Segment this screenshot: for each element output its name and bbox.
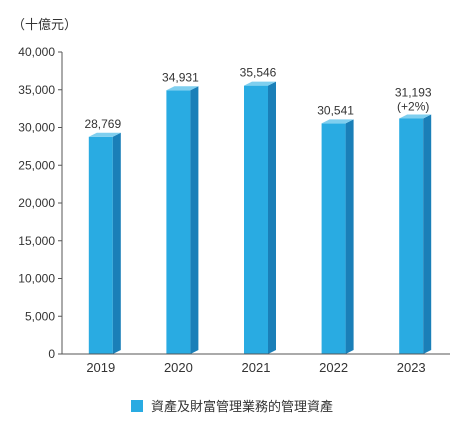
data-label: 30,541 — [317, 103, 354, 117]
unit-label: （十億元） — [12, 17, 77, 32]
bar — [321, 119, 354, 354]
y-tick-label: 25,000 — [18, 158, 55, 172]
data-label-note: (+2%) — [397, 99, 429, 113]
bar — [399, 114, 432, 354]
data-label: 28,769 — [84, 117, 121, 131]
y-tick-label: 35,000 — [18, 83, 55, 97]
x-tick-label: 2020 — [164, 360, 193, 375]
data-label: 31,193 — [395, 85, 432, 99]
y-tick-label: 20,000 — [18, 196, 55, 210]
bar-side — [190, 86, 199, 355]
bar-top — [88, 132, 121, 137]
bar-side — [112, 132, 121, 354]
bar-top — [166, 86, 199, 91]
x-tick-label: 2021 — [242, 360, 271, 375]
data-labels: 28,769 34,931 35,546 30,541 31,193(+2%) — [84, 66, 431, 131]
y-tick-label: 40,000 — [18, 45, 55, 59]
bar-front — [399, 118, 424, 354]
bar — [88, 132, 121, 354]
x-tick-label: 2019 — [86, 360, 115, 375]
y-tick-label: 15,000 — [18, 234, 55, 248]
bar-front — [244, 85, 268, 355]
x-tick-label: 2023 — [397, 360, 426, 375]
y-tick-label: 5,000 — [25, 309, 55, 323]
bar-side — [423, 114, 432, 354]
bar-side — [345, 119, 354, 354]
bar-top — [321, 119, 354, 124]
bar — [166, 86, 199, 355]
bar-top — [244, 81, 276, 86]
y-tick-label: 10,000 — [18, 272, 55, 286]
bar-side — [268, 81, 276, 355]
x-axis-labels: 2019 2020 2021 2022 2023 — [86, 360, 425, 375]
x-tick-label: 2022 — [319, 360, 348, 375]
bar-front — [166, 90, 191, 355]
bars — [88, 81, 432, 355]
data-label: 34,931 — [162, 70, 199, 84]
data-label: 35,546 — [240, 66, 277, 80]
bar-top — [399, 114, 432, 119]
legend-label: 資產及財富管理業務的管理資產 — [150, 400, 333, 415]
y-axis-ticks: 0 5,000 10,000 15,000 20,000 25,000 30,000 35,0… — [18, 45, 62, 361]
legend: 資產及財富管理業務的管理資產 — [0, 396, 464, 415]
bar — [244, 81, 276, 355]
bar-front — [321, 123, 346, 354]
bar-front — [88, 136, 113, 354]
legend-swatch — [130, 399, 143, 412]
y-tick-label: 30,000 — [18, 121, 55, 135]
y-tick-label: 0 — [48, 347, 55, 361]
